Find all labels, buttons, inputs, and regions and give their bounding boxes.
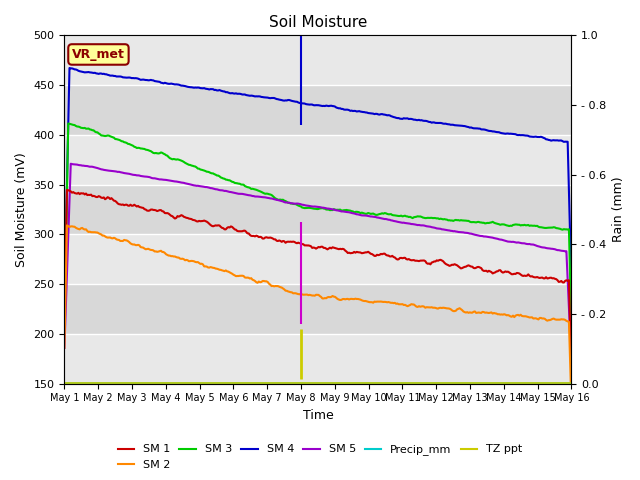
SM 4 bbox=[66, 65, 74, 71]
X-axis label: Time: Time bbox=[303, 409, 333, 422]
SM 5 bbox=[381, 216, 388, 222]
TZ ppt bbox=[226, 380, 234, 386]
SM 4 bbox=[61, 297, 68, 303]
SM 2 bbox=[381, 299, 388, 305]
TZ ppt bbox=[261, 380, 269, 386]
SM 3 bbox=[262, 191, 270, 196]
SM 1 bbox=[123, 202, 131, 207]
SM 1 bbox=[63, 187, 71, 193]
Precip_mm bbox=[122, 380, 129, 386]
SM 2 bbox=[61, 345, 68, 350]
SM 3 bbox=[123, 140, 131, 146]
SM 2 bbox=[227, 270, 235, 276]
SM 5 bbox=[262, 195, 270, 201]
Bar bbox=[65, 184, 572, 234]
Precip_mm bbox=[427, 380, 435, 386]
SM 2 bbox=[262, 278, 270, 284]
SM 4 bbox=[262, 95, 270, 100]
SM 1 bbox=[430, 259, 438, 264]
Y-axis label: Rain (mm): Rain (mm) bbox=[612, 177, 625, 242]
Precip_mm bbox=[61, 380, 68, 386]
SM 2 bbox=[123, 238, 131, 243]
SM 4 bbox=[381, 112, 388, 118]
SM 3 bbox=[381, 210, 388, 216]
SM 3 bbox=[430, 215, 438, 221]
SM 1 bbox=[568, 378, 575, 384]
TZ ppt bbox=[568, 380, 575, 386]
Precip_mm bbox=[429, 380, 436, 386]
Bar bbox=[65, 234, 572, 284]
SM 3 bbox=[227, 178, 235, 184]
SM 2 bbox=[568, 404, 575, 410]
Bar bbox=[65, 135, 572, 184]
SM 3 bbox=[65, 120, 72, 126]
SM 5 bbox=[568, 361, 575, 367]
SM 4 bbox=[227, 90, 235, 96]
SM 3 bbox=[568, 327, 575, 333]
SM 5 bbox=[123, 170, 131, 176]
Line: SM 3: SM 3 bbox=[65, 123, 572, 330]
Line: SM 4: SM 4 bbox=[65, 68, 572, 300]
TZ ppt bbox=[380, 380, 387, 386]
Legend: SM 1, SM 2, SM 3, SM 4, SM 5, Precip_mm, TZ ppt: SM 1, SM 2, SM 3, SM 4, SM 5, Precip_mm,… bbox=[113, 440, 527, 474]
SM 5 bbox=[61, 345, 68, 351]
SM 5 bbox=[428, 224, 435, 230]
Line: SM 2: SM 2 bbox=[65, 226, 572, 407]
SM 2 bbox=[430, 305, 438, 311]
SM 3 bbox=[61, 325, 68, 331]
SM 5 bbox=[67, 161, 75, 167]
Bar bbox=[65, 284, 572, 334]
SM 5 bbox=[227, 189, 235, 195]
SM 2 bbox=[63, 223, 71, 228]
TZ ppt bbox=[427, 380, 435, 386]
SM 3 bbox=[428, 215, 435, 221]
Bar bbox=[65, 334, 572, 384]
Precip_mm bbox=[226, 380, 234, 386]
SM 4 bbox=[123, 75, 131, 81]
TZ ppt bbox=[429, 380, 436, 386]
SM 1 bbox=[428, 260, 435, 265]
Y-axis label: Soil Moisture (mV): Soil Moisture (mV) bbox=[15, 152, 28, 267]
Line: SM 5: SM 5 bbox=[65, 164, 572, 364]
Precip_mm bbox=[261, 380, 269, 386]
Line: SM 1: SM 1 bbox=[65, 190, 572, 381]
TZ ppt bbox=[122, 380, 129, 386]
Bar bbox=[65, 85, 572, 135]
Title: Soil Moisture: Soil Moisture bbox=[269, 15, 367, 30]
Precip_mm bbox=[380, 380, 387, 386]
SM 1 bbox=[381, 251, 388, 256]
SM 4 bbox=[568, 286, 575, 292]
Precip_mm bbox=[568, 380, 575, 386]
SM 4 bbox=[428, 120, 435, 126]
Bar bbox=[65, 36, 572, 85]
SM 2 bbox=[428, 304, 435, 310]
Text: VR_met: VR_met bbox=[72, 48, 125, 61]
SM 5 bbox=[430, 225, 438, 230]
SM 4 bbox=[430, 120, 438, 125]
SM 1 bbox=[262, 234, 270, 240]
SM 1 bbox=[61, 324, 68, 330]
SM 1 bbox=[227, 224, 235, 229]
TZ ppt bbox=[61, 380, 68, 386]
